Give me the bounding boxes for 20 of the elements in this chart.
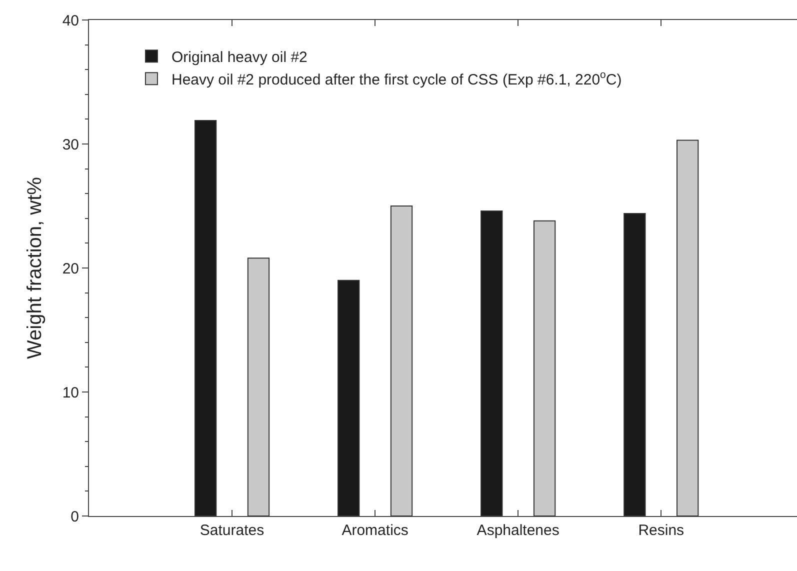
bar	[533, 220, 556, 516]
bar	[480, 210, 503, 516]
y-tick-label: 30	[62, 136, 79, 154]
bar	[676, 140, 699, 516]
bar	[194, 120, 217, 516]
legend-label: Original heavy oil #2	[171, 48, 308, 66]
y-tick-label: 20	[62, 260, 79, 278]
bar	[624, 212, 646, 516]
x-tick-label: Resins	[638, 522, 684, 539]
x-tick-label: Saturates	[200, 522, 264, 539]
x-tick-label: Asphaltenes	[476, 522, 560, 539]
bar	[247, 258, 270, 516]
bar	[390, 206, 413, 516]
x-tick-label: Aromatics	[342, 522, 408, 539]
y-tick-label: 0	[70, 508, 79, 526]
y-axis-title: Weight fraction, wt%	[24, 176, 46, 359]
y-tick-label: 40	[62, 12, 79, 30]
bar	[338, 280, 360, 516]
legend-label: Heavy oil #2 produced after the first cycle of CSS (Exp #6.1, 220$^{o}$C)	[171, 69, 622, 88]
y-tick-label: 10	[62, 384, 79, 402]
